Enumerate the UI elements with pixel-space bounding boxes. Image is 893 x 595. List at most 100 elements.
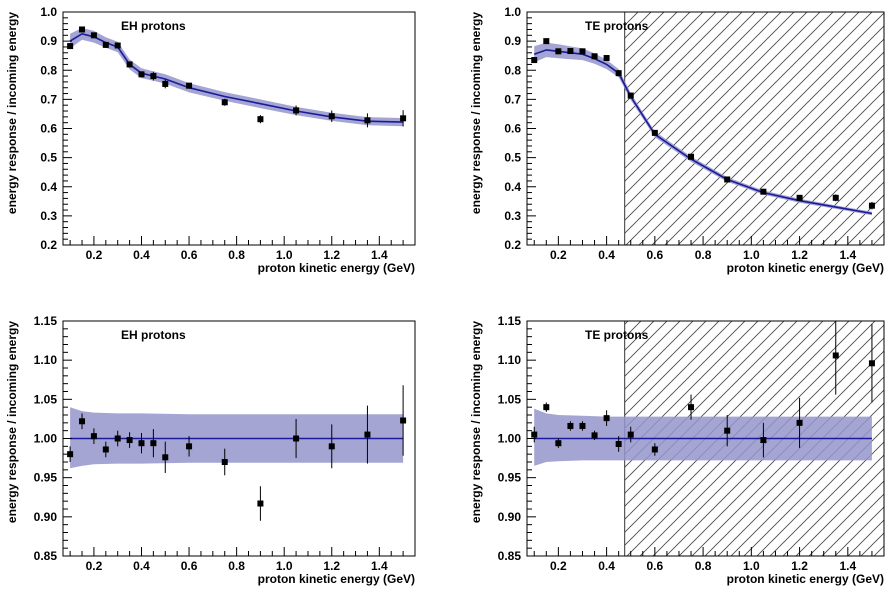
data-point — [579, 421, 586, 431]
y-tick-label: 0.85 — [34, 549, 58, 563]
data-point — [186, 82, 193, 89]
y-tick-label: 1.00 — [498, 432, 522, 446]
data-marker — [603, 415, 610, 422]
data-marker — [293, 107, 300, 114]
data-marker — [688, 153, 695, 160]
data-point — [627, 426, 634, 443]
data-marker — [627, 92, 634, 99]
y-tick-label: 1.15 — [34, 314, 58, 328]
data-point — [627, 92, 634, 99]
data-marker — [868, 202, 875, 209]
data-marker — [651, 446, 658, 453]
data-point — [102, 41, 109, 48]
data-point — [651, 443, 658, 456]
data-marker — [555, 48, 562, 55]
data-marker — [603, 55, 610, 62]
chart-panel-4: 0.85 0.90 0.95 1.00 1.05 1.10 1.15 0.2 0.4 0.6 0.8… — [469, 314, 885, 586]
data-point — [126, 61, 133, 68]
x-tick-label: 0.2 — [550, 248, 567, 262]
data-point — [114, 42, 121, 49]
y-tick-label: 1.00 — [34, 432, 58, 446]
x-tick-label: 0.4 — [598, 248, 615, 262]
data-point — [364, 113, 371, 128]
x-tick-label: 0.6 — [647, 559, 664, 573]
data-marker — [543, 404, 550, 411]
data-point — [760, 188, 767, 195]
y-tick-label: 0.2 — [504, 238, 521, 252]
y-tick-label: 0.5 — [504, 151, 521, 165]
data-marker — [796, 419, 803, 426]
data-point — [567, 421, 574, 431]
panel-title: TE protons — [585, 19, 649, 33]
plot-area — [531, 321, 884, 556]
data-marker — [79, 26, 86, 33]
data-point — [796, 194, 803, 201]
y-axis-title: energy response / incoming energy — [5, 12, 19, 214]
data-marker — [688, 404, 695, 411]
y-tick-label: 1.10 — [34, 353, 58, 367]
data-marker — [627, 431, 634, 438]
data-marker — [328, 443, 335, 450]
data-marker — [162, 454, 169, 461]
data-marker — [760, 437, 767, 444]
data-marker — [400, 417, 407, 424]
data-point — [688, 153, 695, 160]
data-marker — [114, 42, 121, 49]
data-point — [90, 428, 97, 444]
data-marker — [67, 451, 74, 458]
x-tick-label: 0.2 — [86, 248, 103, 262]
x-tick-label: 1.0 — [743, 248, 760, 262]
x-tick-label: 0.8 — [695, 559, 712, 573]
uncertainty-band — [534, 408, 872, 466]
data-point — [760, 422, 767, 458]
y-tick-label: 1.15 — [498, 314, 522, 328]
data-marker — [257, 500, 264, 507]
data-marker — [364, 431, 371, 438]
data-point — [724, 176, 731, 183]
chart-panel-1: 0.2 0.3 0.4 0.5 0.6 0.7 0.8 0.9 1.0 0.2 0.4 0.6 0.8 1… — [5, 5, 416, 275]
data-marker — [186, 82, 193, 89]
y-tick-label: 0.85 — [498, 549, 522, 563]
x-tick-label: 0.8 — [228, 248, 245, 262]
data-point — [186, 436, 193, 457]
x-tick-label: 0.8 — [228, 559, 245, 573]
simulation-line — [533, 49, 873, 215]
panel-title: EH protons — [121, 328, 186, 342]
data-point — [364, 405, 371, 464]
data-point — [555, 438, 562, 448]
x-axis-title: proton kinetic energy (GeV) — [258, 572, 415, 586]
y-axis-title: energy response / incoming energy — [469, 12, 483, 214]
x-tick-label: 1.4 — [839, 559, 856, 573]
y-axis-title: energy response / incoming energy — [469, 321, 483, 523]
y-tick-label: 0.95 — [34, 471, 58, 485]
x-tick-label: 1.4 — [371, 559, 388, 573]
data-point — [162, 79, 169, 89]
data-point — [138, 433, 145, 454]
data-point — [868, 201, 875, 210]
data-marker — [102, 446, 109, 453]
x-tick-label: 1.4 — [839, 248, 856, 262]
data-marker — [400, 115, 407, 122]
data-point — [400, 110, 407, 127]
y-tick-label: 0.9 — [40, 34, 57, 48]
y-tick-label: 0.7 — [504, 92, 521, 106]
data-point — [796, 397, 803, 448]
data-point — [67, 446, 74, 462]
x-axis-title: proton kinetic energy (GeV) — [727, 572, 884, 586]
data-point — [90, 32, 97, 39]
data-marker — [114, 435, 121, 442]
y-tick-label: 0.90 — [498, 510, 522, 524]
data-marker — [162, 80, 169, 87]
data-marker — [531, 431, 538, 438]
y-tick-label: 0.6 — [40, 122, 57, 136]
x-tick-label: 1.0 — [276, 559, 293, 573]
y-tick-label: 0.90 — [34, 510, 58, 524]
data-marker — [138, 440, 145, 447]
data-point — [555, 48, 562, 55]
data-marker — [364, 117, 371, 124]
x-tick-label: 1.2 — [323, 248, 340, 262]
data-marker — [102, 41, 109, 48]
data-point — [221, 98, 228, 106]
data-marker — [796, 194, 803, 201]
